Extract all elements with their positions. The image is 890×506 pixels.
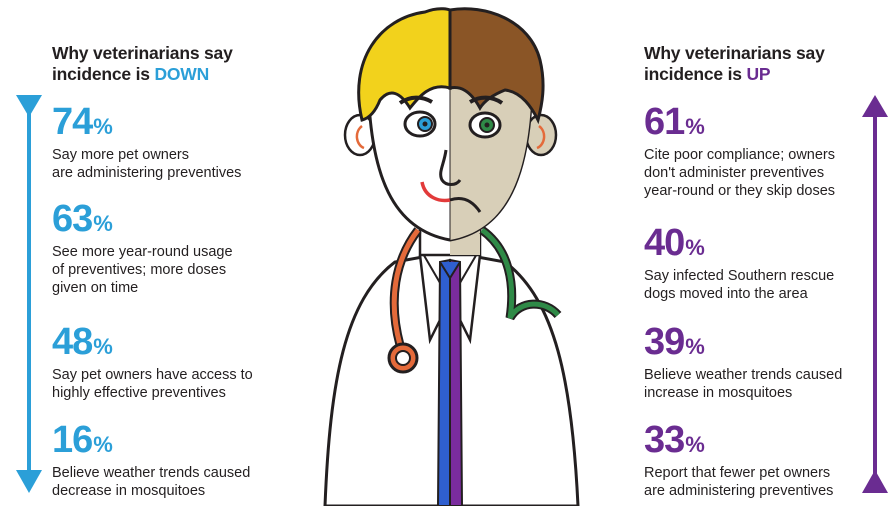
down-stat-1-desc: Say more pet owners are administering pr… (52, 147, 242, 181)
down-stat-3-desc: Say pet owners have access to highly eff… (52, 367, 253, 401)
up-heading: Why veterinarians say incidence is UP (644, 43, 825, 85)
down-heading-line2: incidence is DOWN (52, 64, 233, 85)
down-stat-4: 16% Believe weather trends caused decrea… (52, 421, 250, 500)
up-stat-1: 61% Cite poor compliance; owners don't a… (644, 103, 835, 200)
down-column: Why veterinarians say incidence is DOWN … (0, 0, 300, 506)
down-stat-2: 63% See more year-round usage of prevent… (52, 200, 233, 297)
down-heading-prefix: incidence is (52, 64, 155, 84)
doctor-illustration (323, 7, 580, 506)
down-stat-2-desc: See more year-round usage of preventives… (52, 244, 233, 296)
up-column: Why veterinarians say incidence is UP 61… (600, 0, 890, 506)
down-heading: Why veterinarians say incidence is DOWN (52, 43, 233, 85)
down-direction-label: DOWN (154, 64, 210, 84)
down-stat-3: 48% Say pet owners have access to highly… (52, 323, 253, 402)
down-heading-line1: Why veterinarians say (52, 43, 233, 63)
down-arrow-icon (16, 95, 42, 493)
down-stat-1: 74% Say more pet owners are administerin… (52, 103, 241, 182)
down-stat-4-percent: 16% (52, 419, 113, 461)
up-stat-4-percent: 33% (644, 419, 705, 461)
up-heading-line1: Why veterinarians say (644, 43, 825, 63)
down-stat-3-percent: 48% (52, 321, 113, 363)
up-stat-1-percent: 61% (644, 101, 705, 143)
down-stat-1-percent: 74% (52, 101, 113, 143)
up-arrow-icon (862, 95, 888, 493)
up-stat-2: 40% Say infected Southern rescue dogs mo… (644, 224, 834, 303)
up-stat-1-desc: Cite poor compliance; owners don't admin… (644, 147, 836, 199)
down-stat-4-desc: Believe weather trends caused decrease i… (52, 465, 251, 499)
up-direction-label: UP (746, 64, 771, 84)
up-stat-2-percent: 40% (644, 222, 705, 264)
up-heading-prefix: incidence is (644, 64, 747, 84)
up-heading-line2: incidence is UP (644, 64, 825, 85)
up-stat-3-percent: 39% (644, 321, 705, 363)
up-stat-2-desc: Say infected Southern rescue dogs moved … (644, 268, 835, 302)
down-stat-2-percent: 63% (52, 198, 113, 240)
up-stat-4-desc: Report that fewer pet owners are adminis… (644, 465, 834, 499)
up-stat-4: 33% Report that fewer pet owners are adm… (644, 421, 833, 500)
up-stat-3: 39% Believe weather trends caused increa… (644, 323, 842, 402)
up-stat-3-desc: Believe weather trends caused increase i… (644, 367, 843, 401)
